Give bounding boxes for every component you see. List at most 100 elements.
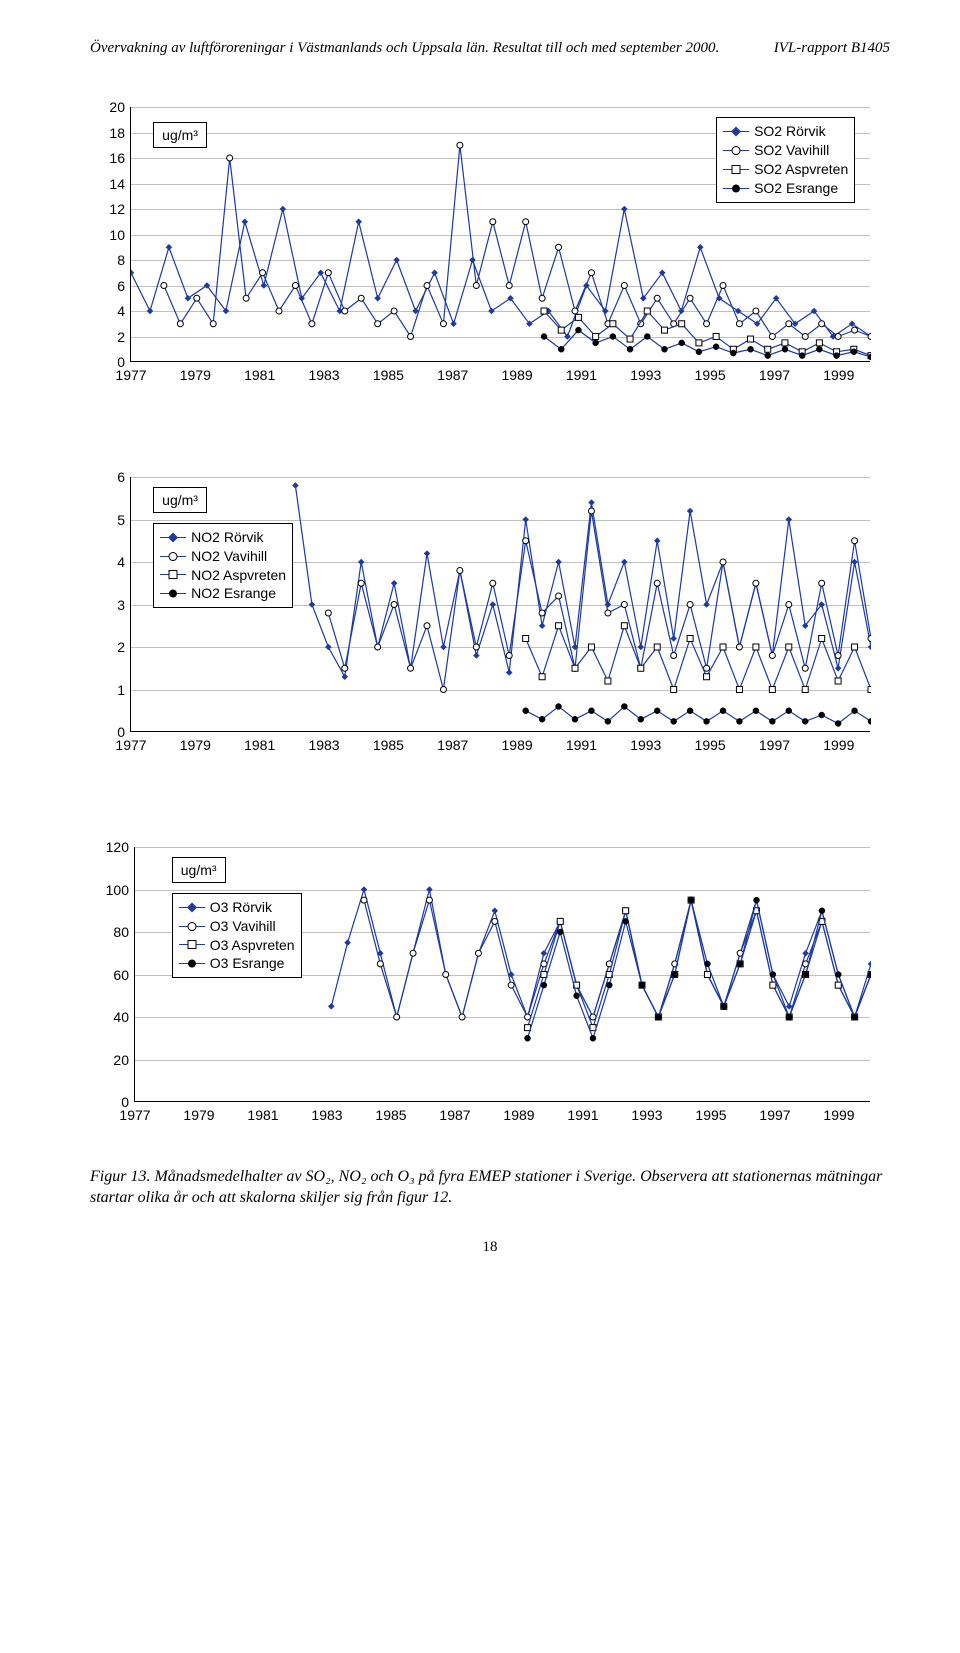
x-axis-tick: 1991 xyxy=(566,731,597,753)
legend-label: O3 Rörvik xyxy=(210,898,272,917)
legend-item: NO2 Vavihill xyxy=(160,547,286,566)
chart-no2-legend: NO2 RörvikNO2 VavihillNO2 AspvretenNO2 E… xyxy=(153,523,293,609)
x-axis-tick: 1999 xyxy=(823,1101,854,1123)
legend-label: O3 Esrange xyxy=(210,954,285,973)
chart-o3: 0204060801001201977197919811983198519871… xyxy=(90,847,890,1137)
x-axis-tick: 1979 xyxy=(180,731,211,753)
x-axis-tick: 1989 xyxy=(503,1101,534,1123)
x-axis-tick: 1989 xyxy=(502,731,533,753)
legend-label: SO2 Esrange xyxy=(754,179,838,198)
legend-line-icon xyxy=(723,169,749,170)
legend-item: NO2 Esrange xyxy=(160,584,286,603)
x-axis-tick: 1987 xyxy=(437,731,468,753)
figure-caption: Figur 13. Månadsmedelhalter av SO₂, NO₂ … xyxy=(90,1167,890,1209)
y-axis-tick: 80 xyxy=(113,924,135,940)
x-axis-tick: 1997 xyxy=(759,1101,790,1123)
page-root: Övervakning av luftföroreningar i Västma… xyxy=(0,0,960,1296)
page-number: 18 xyxy=(90,1239,890,1256)
page-header: Övervakning av luftföroreningar i Västma… xyxy=(90,40,890,57)
caption-label: Figur 13. xyxy=(90,1168,150,1185)
x-axis-tick: 1985 xyxy=(373,731,404,753)
legend-label: NO2 Rörvik xyxy=(191,528,263,547)
chart-no2-unit-label: ug/m³ xyxy=(153,487,207,513)
x-axis-tick: 1993 xyxy=(630,361,661,383)
header-right: IVL-rapport B1405 xyxy=(774,40,890,57)
legend-line-icon xyxy=(179,907,205,908)
x-axis-tick: 1993 xyxy=(630,731,661,753)
y-axis-tick: 12 xyxy=(109,201,131,217)
header-left: Övervakning av luftföroreningar i Västma… xyxy=(90,40,719,57)
chart-so2-legend: SO2 RörvikSO2 VavihillSO2 AspvretenSO2 E… xyxy=(716,117,855,203)
chart-so2: 0246810121416182019771979198119831985198… xyxy=(90,107,890,387)
chart-o3-plot: 0204060801001201977197919811983198519871… xyxy=(134,847,870,1102)
y-axis-tick: 4 xyxy=(117,303,131,319)
x-axis-tick: 1995 xyxy=(695,1101,726,1123)
x-axis-tick: 1983 xyxy=(308,731,339,753)
x-axis-tick: 1981 xyxy=(244,361,275,383)
x-axis-tick: 1985 xyxy=(373,361,404,383)
y-axis-tick: 120 xyxy=(106,839,135,855)
chart-so2-plot: 0246810121416182019771979198119831985198… xyxy=(130,107,870,362)
legend-label: O3 Vavihill xyxy=(210,917,276,936)
x-axis-tick: 1981 xyxy=(244,731,275,753)
legend-line-icon xyxy=(723,188,749,189)
x-axis-tick: 1999 xyxy=(823,731,854,753)
chart-so2-unit-label: ug/m³ xyxy=(153,122,207,148)
x-axis-tick: 1977 xyxy=(119,1101,150,1123)
legend-item: NO2 Aspvreten xyxy=(160,566,286,585)
x-axis-tick: 1979 xyxy=(180,361,211,383)
legend-line-icon xyxy=(160,593,186,594)
x-axis-tick: 1987 xyxy=(437,361,468,383)
y-axis-tick: 4 xyxy=(117,554,131,570)
legend-marker-icon xyxy=(731,160,741,179)
x-axis-tick: 1991 xyxy=(567,1101,598,1123)
y-axis-tick: 5 xyxy=(117,512,131,528)
legend-label: O3 Aspvreten xyxy=(210,936,295,955)
x-axis-tick: 1995 xyxy=(695,731,726,753)
x-axis-tick: 1983 xyxy=(308,361,339,383)
legend-line-icon xyxy=(179,926,205,927)
legend-marker-icon xyxy=(168,547,178,566)
x-axis-tick: 1979 xyxy=(183,1101,214,1123)
legend-marker-icon xyxy=(168,566,178,585)
chart-o3-unit-label: ug/m³ xyxy=(172,857,226,883)
x-axis-tick: 1999 xyxy=(823,361,854,383)
legend-line-icon xyxy=(723,131,749,132)
x-axis-tick: 1987 xyxy=(439,1101,470,1123)
legend-item: O3 Aspvreten xyxy=(179,936,295,955)
x-axis-tick: 1977 xyxy=(115,361,146,383)
x-axis-tick: 1995 xyxy=(695,361,726,383)
x-axis-tick: 1993 xyxy=(631,1101,662,1123)
caption-text: Månadsmedelhalter av SO₂, NO₂ och O₃ på … xyxy=(90,1168,882,1206)
legend-label: NO2 Aspvreten xyxy=(191,566,286,585)
x-axis-tick: 1985 xyxy=(375,1101,406,1123)
chart-so2-frame: 0246810121416182019771979198119831985198… xyxy=(90,107,890,387)
legend-label: SO2 Rörvik xyxy=(754,122,826,141)
legend-marker-icon xyxy=(731,123,741,142)
y-axis-tick: 8 xyxy=(117,252,131,268)
y-axis-tick: 16 xyxy=(109,150,131,166)
legend-line-icon xyxy=(179,944,205,945)
chart-o3-legend: O3 RörvikO3 VavihillO3 AspvretenO3 Esran… xyxy=(172,893,302,979)
x-axis-tick: 1983 xyxy=(311,1101,342,1123)
y-axis-tick: 60 xyxy=(113,967,135,983)
legend-item: O3 Vavihill xyxy=(179,917,295,936)
y-axis-tick: 14 xyxy=(109,176,131,192)
legend-label: NO2 Esrange xyxy=(191,584,276,603)
legend-label: NO2 Vavihill xyxy=(191,547,267,566)
legend-line-icon xyxy=(160,556,186,557)
y-axis-tick: 6 xyxy=(117,469,131,485)
y-axis-tick: 20 xyxy=(113,1052,135,1068)
legend-item: SO2 Rörvik xyxy=(723,122,848,141)
legend-item: NO2 Rörvik xyxy=(160,528,286,547)
y-axis-tick: 20 xyxy=(109,99,131,115)
y-axis-tick: 2 xyxy=(117,639,131,655)
y-axis-tick: 1 xyxy=(117,682,131,698)
legend-marker-icon xyxy=(187,955,197,974)
x-axis-tick: 1989 xyxy=(502,361,533,383)
y-axis-tick: 2 xyxy=(117,329,131,345)
legend-marker-icon xyxy=(187,898,197,917)
legend-item: O3 Rörvik xyxy=(179,898,295,917)
chart-no2: 0123456197719791981198319851987198919911… xyxy=(90,477,890,757)
x-axis-tick: 1997 xyxy=(759,731,790,753)
